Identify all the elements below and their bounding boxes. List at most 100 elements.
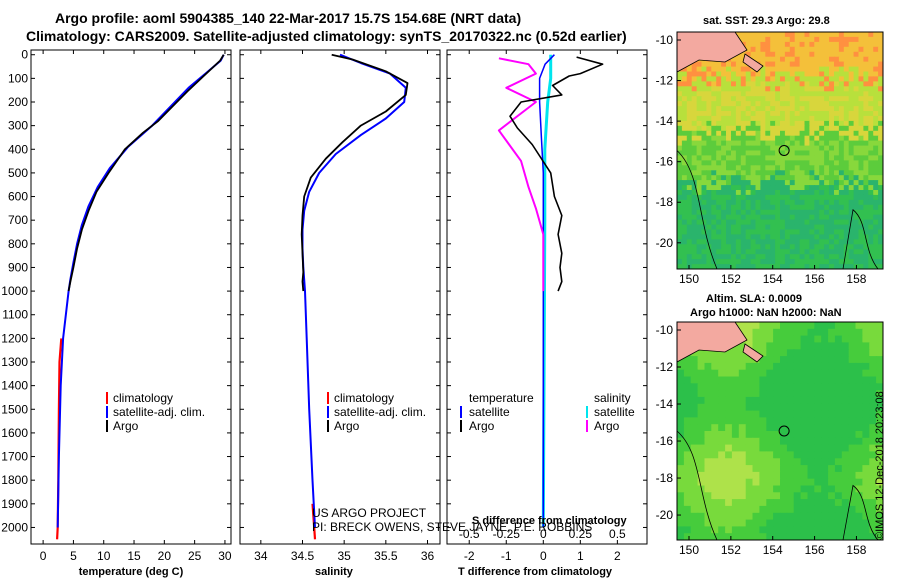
map-cell bbox=[750, 224, 757, 231]
map-cell bbox=[809, 254, 815, 260]
map-cell bbox=[691, 175, 698, 181]
map-cell bbox=[745, 376, 754, 384]
map-x-tick-label: 154 bbox=[763, 272, 783, 286]
map-cell bbox=[819, 51, 825, 58]
map-cell bbox=[725, 403, 733, 412]
map-cell bbox=[848, 204, 855, 211]
map-cell bbox=[750, 51, 757, 58]
map-cell bbox=[780, 465, 788, 473]
map-cell bbox=[809, 209, 815, 216]
map-cell bbox=[760, 86, 766, 92]
map-cell bbox=[789, 101, 796, 107]
map-cell bbox=[858, 229, 864, 235]
map-cell bbox=[804, 32, 810, 38]
map-cell bbox=[726, 115, 732, 122]
map-cell bbox=[721, 224, 727, 231]
map-cell bbox=[804, 204, 810, 211]
map-cell bbox=[862, 403, 870, 412]
map-cell bbox=[848, 444, 857, 452]
map-cell bbox=[704, 403, 712, 412]
map-cell bbox=[843, 51, 850, 58]
map-cell bbox=[704, 362, 712, 371]
map-cell bbox=[868, 86, 874, 92]
map-cell bbox=[794, 120, 801, 127]
map-cell bbox=[711, 383, 719, 391]
map-cell bbox=[681, 130, 688, 137]
map-cell bbox=[780, 56, 786, 63]
depth-tick-label: 900 bbox=[8, 260, 28, 274]
map-cell bbox=[701, 170, 707, 176]
map-cell bbox=[838, 61, 845, 68]
map-cell bbox=[841, 519, 850, 527]
map-cell bbox=[784, 96, 791, 102]
map-cell bbox=[750, 249, 757, 255]
map-cell bbox=[711, 190, 717, 196]
map-cell bbox=[878, 209, 883, 216]
map-cell bbox=[740, 234, 747, 240]
map-cell bbox=[819, 259, 825, 265]
map-cell bbox=[869, 342, 877, 350]
map-cell bbox=[804, 190, 810, 196]
map-cell bbox=[828, 437, 836, 446]
map-cell bbox=[726, 106, 732, 112]
map-cell bbox=[841, 369, 850, 378]
map-cell bbox=[858, 66, 864, 73]
map-cell bbox=[755, 254, 761, 260]
map-cell bbox=[683, 512, 692, 521]
map-cell bbox=[726, 185, 732, 191]
map-cell bbox=[834, 115, 840, 122]
map-cell bbox=[878, 180, 883, 186]
map-cell bbox=[876, 451, 883, 459]
map-y-tick-label: -18 bbox=[656, 471, 674, 485]
map-cell bbox=[878, 81, 883, 87]
map-cell bbox=[873, 150, 879, 156]
map-cell bbox=[740, 224, 747, 231]
map-cell bbox=[725, 437, 733, 446]
map-cell bbox=[843, 175, 850, 181]
map-cell bbox=[770, 101, 776, 107]
map-cell bbox=[858, 209, 864, 216]
map-cell bbox=[848, 190, 855, 196]
map-cell bbox=[677, 209, 683, 216]
map-cell bbox=[780, 160, 786, 166]
map-cell bbox=[838, 180, 845, 186]
map-cell bbox=[793, 471, 802, 480]
map-cell bbox=[726, 239, 732, 245]
map-cell bbox=[706, 234, 712, 240]
map-cell bbox=[760, 175, 766, 181]
map-cell bbox=[677, 135, 683, 142]
map-cell bbox=[804, 71, 810, 77]
map-cell bbox=[704, 499, 712, 507]
map-cell bbox=[838, 96, 845, 102]
map-cell bbox=[750, 150, 757, 156]
map-cell bbox=[804, 244, 810, 250]
map-cell bbox=[706, 66, 712, 73]
map-cell bbox=[765, 254, 771, 260]
map-cell bbox=[755, 199, 761, 206]
map-cell bbox=[681, 259, 688, 265]
map-cell bbox=[765, 106, 771, 112]
map-cell bbox=[770, 155, 776, 161]
map-cell bbox=[821, 505, 829, 514]
map-cell bbox=[800, 492, 809, 500]
map-cell bbox=[841, 437, 850, 446]
map-cell bbox=[841, 328, 850, 337]
map-cell bbox=[750, 254, 757, 260]
map-cell bbox=[711, 403, 719, 412]
map-cell bbox=[838, 219, 845, 226]
map-cell bbox=[876, 526, 883, 534]
map-cell bbox=[807, 499, 815, 507]
map-cell bbox=[848, 249, 855, 255]
map-cell bbox=[726, 120, 732, 127]
map-cell bbox=[862, 328, 870, 337]
map-cell bbox=[863, 111, 869, 117]
map-cell bbox=[681, 244, 688, 250]
map-cell bbox=[726, 234, 732, 240]
map-cell bbox=[711, 264, 717, 269]
map-cell bbox=[755, 51, 761, 58]
map-cell bbox=[770, 130, 776, 137]
map-cell bbox=[770, 204, 776, 211]
map-cell bbox=[824, 185, 830, 191]
map-cell bbox=[755, 234, 761, 240]
map-cell bbox=[745, 106, 752, 112]
